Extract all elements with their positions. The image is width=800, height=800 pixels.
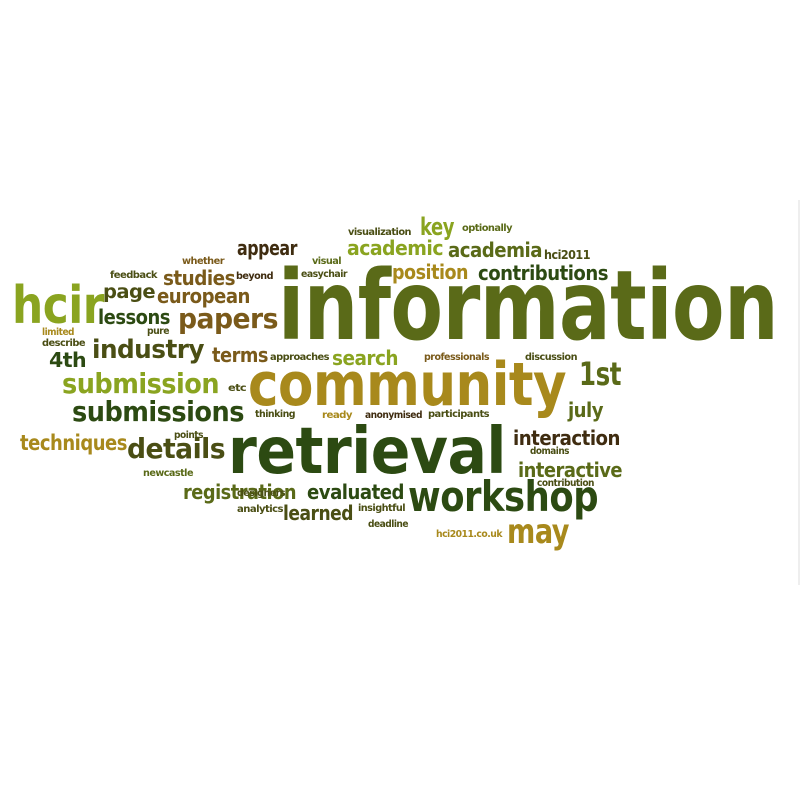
word-hci2011: hci2011 xyxy=(544,248,591,262)
word-may: may xyxy=(507,512,570,552)
word-submission: submission xyxy=(62,367,220,400)
word-european: european xyxy=(157,284,250,308)
word-academia: academia xyxy=(448,238,543,262)
word-lessons: lessons xyxy=(98,305,170,329)
word-discussion: discussion xyxy=(525,352,578,363)
word-july: july xyxy=(568,398,604,422)
word-4th: 4th xyxy=(49,348,87,372)
word-techniques: techniques xyxy=(20,431,127,455)
word-contributions: contributions xyxy=(478,261,608,285)
word-deadline: deadline xyxy=(368,519,409,530)
right-edge-divider xyxy=(798,200,800,585)
word-terms: terms xyxy=(212,343,268,367)
word-domains: domains xyxy=(530,446,569,457)
word-whether: whether xyxy=(182,256,225,267)
word-points: points xyxy=(174,430,204,441)
word-feedback: feedback xyxy=(110,270,158,281)
word-ready: ready xyxy=(322,410,353,421)
word-easychair: easychair xyxy=(301,269,348,280)
word-studies: studies xyxy=(163,266,236,290)
word-optionally: optionally xyxy=(462,223,513,234)
word-evaluated: evaluated xyxy=(307,480,404,504)
word-page: page xyxy=(103,281,156,303)
word-hcir: hcir xyxy=(12,276,104,336)
word-papers: papers xyxy=(178,302,278,335)
word-professionals: professionals xyxy=(424,352,490,363)
word-search: search xyxy=(332,346,398,370)
word-appear: appear xyxy=(237,236,298,260)
word-etc: etc xyxy=(228,383,247,394)
word-analytics: analytics xyxy=(237,504,284,515)
word-participants: participants xyxy=(428,409,490,420)
word-thinking: thinking xyxy=(255,409,296,420)
word-anonymised: anonymised xyxy=(365,410,422,421)
word-approaches: approaches xyxy=(270,352,330,363)
word-visual: visual xyxy=(312,256,342,267)
word-pure: pure xyxy=(147,326,170,337)
word-industry: industry xyxy=(92,335,205,365)
word-insightful: insightful xyxy=(358,503,406,514)
word-describe: describe xyxy=(42,338,86,349)
word-interaction: interaction xyxy=(513,426,620,450)
word-contribution: contribution xyxy=(537,478,595,489)
word-submissions: submissions xyxy=(72,395,244,428)
word-designers: designers xyxy=(237,488,286,499)
word-position: position xyxy=(392,260,469,284)
word-interactive: interactive xyxy=(518,458,623,482)
word-key: key xyxy=(420,213,455,241)
word-limited: limited xyxy=(42,327,75,338)
word-registration: registration xyxy=(183,480,297,504)
word-hci2011-co-uk: hci2011.co.uk xyxy=(436,529,502,540)
word-community: community xyxy=(248,350,567,420)
word-1st: 1st xyxy=(579,355,622,393)
word-workshop: workshop xyxy=(408,472,599,521)
word-retrieval: retrieval xyxy=(228,415,506,489)
word-visualization: visualization xyxy=(348,227,412,238)
word-learned: learned xyxy=(283,501,354,525)
word-details: details xyxy=(127,432,226,465)
word-information: information xyxy=(278,250,779,362)
word-beyond: beyond xyxy=(236,271,274,282)
word-newcastle: newcastle xyxy=(143,468,194,479)
word-academic: academic xyxy=(347,236,444,260)
